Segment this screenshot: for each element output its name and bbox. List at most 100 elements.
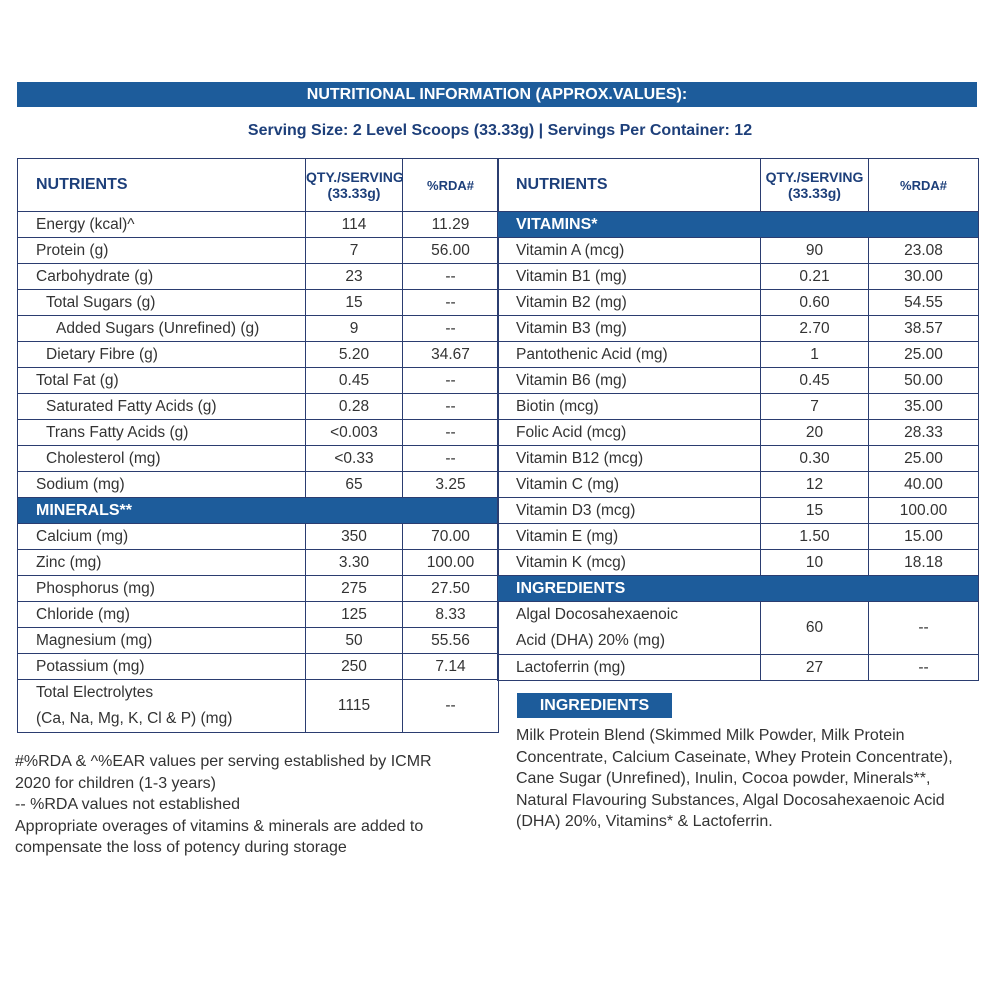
nutrient-rda: 56.00 [402,237,499,264]
nutrient-name: Vitamin B2 (mg) [497,289,761,316]
nutrient-name: Added Sugars (Unrefined) (g) [17,315,306,342]
table-row: Vitamin B6 (mg) 0.45 50.00 [497,367,979,394]
nutrient-qty: 114 [305,211,403,238]
nutrient-name: Potassium (mg) [17,653,306,680]
nutrient-rda: -- [402,679,499,733]
nutrient-name: Total Electrolytes (Ca, Na, Mg, K, Cl & P… [17,679,306,733]
table-row: Pantothenic Acid (mg) 1 25.00 [497,341,979,368]
nutrient-rda: -- [868,601,979,655]
table-row: Folic Acid (mcg) 20 28.33 [497,419,979,446]
nutrient-name: Vitamin B1 (mg) [497,263,761,290]
nutrient-name: Vitamin B6 (mg) [497,367,761,394]
nutrient-rda: -- [402,315,499,342]
nutrient-qty: 350 [305,523,403,550]
nutrient-rda: 34.67 [402,341,499,368]
nutrient-name: Saturated Fatty Acids (g) [17,393,306,420]
nutrient-name: Pantothenic Acid (mg) [497,341,761,368]
nutrient-qty: 2.70 [760,315,869,342]
nutrient-rda: 30.00 [868,263,979,290]
table-row: Vitamin B1 (mg) 0.21 30.00 [497,263,979,290]
table-row: Magnesium (mg) 50 55.56 [17,627,499,654]
nutrient-name: Vitamin A (mcg) [497,237,761,264]
nutrient-qty: 15 [760,497,869,524]
nutrient-name: Energy (kcal)^ [17,211,306,238]
footnote-line: -- %RDA values not established [15,796,240,813]
nutrient-qty: 0.60 [760,289,869,316]
nutrient-qty: 12 [760,471,869,498]
nutrient-rda: 70.00 [402,523,499,550]
header-qty: QTY./SERVING (33.33g) [305,158,404,212]
header-rda: %RDA# [402,158,499,212]
table-row: Vitamin A (mcg) 90 23.08 [497,237,979,264]
footnotes: #%RDA & ^%EAR values per serving establi… [15,751,505,859]
nutrient-qty: 7 [305,237,403,264]
header-rda: %RDA# [868,158,979,212]
nutrient-qty: 0.30 [760,445,869,472]
nutrient-name: Vitamin K (mcg) [497,549,761,576]
nutrient-name: Total Sugars (g) [17,289,306,316]
section-title: MINERALS** [17,497,499,524]
nutrient-qty: 20 [760,419,869,446]
table-row: Added Sugars (Unrefined) (g) 9 -- [17,315,499,342]
nutrient-name: Vitamin B3 (mg) [497,315,761,342]
nutrient-qty: 275 [305,575,403,602]
nutrient-name: Trans Fatty Acids (g) [17,419,306,446]
footnote-line: compensate the loss of potency during st… [15,839,347,856]
nutrient-qty: 0.28 [305,393,403,420]
nutrient-qty: 0.45 [305,367,403,394]
table-row: Dietary Fibre (g) 5.20 34.67 [17,341,499,368]
table-row: Calcium (mg) 350 70.00 [17,523,499,550]
nutrient-rda: 28.33 [868,419,979,446]
nutrient-rda: 100.00 [868,497,979,524]
table-row: Biotin (mcg) 7 35.00 [497,393,979,420]
nutrient-rda: 18.18 [868,549,979,576]
header-nutrients: NUTRIENTS [497,158,761,212]
nutrient-qty: 125 [305,601,403,628]
header-qty: QTY./SERVING (33.33g) [760,158,869,212]
table-row: Vitamin K (mcg) 10 18.18 [497,549,979,576]
nutrient-name: Calcium (mg) [17,523,306,550]
nutrient-name: Total Fat (g) [17,367,306,394]
nutrient-qty: 10 [760,549,869,576]
nutrient-rda: 55.56 [402,627,499,654]
nutrient-qty: 0.21 [760,263,869,290]
nutrient-rda: -- [868,654,979,681]
nutrient-rda: 25.00 [868,341,979,368]
title-bar: NUTRITIONAL INFORMATION (APPROX.VALUES): [17,82,977,107]
nutrient-name: Magnesium (mg) [17,627,306,654]
header-nutrients: NUTRIENTS [17,158,306,212]
footnote-line: 2020 for children (1-3 years) [15,774,216,792]
nutrient-rda: 15.00 [868,523,979,550]
table-row: Lactoferrin (mg) 27 -- [497,654,979,681]
nutrient-qty: 90 [760,237,869,264]
nutrient-qty: 27 [760,654,869,681]
table-row: Trans Fatty Acids (g) <0.003 -- [17,419,499,446]
nutrient-name: Folic Acid (mcg) [497,419,761,446]
nutrient-rda: -- [402,445,499,472]
nutrient-qty: 1 [760,341,869,368]
table-row: Vitamin C (mg) 12 40.00 [497,471,979,498]
nutrient-name: Biotin (mcg) [497,393,761,420]
nutrient-rda: 7.14 [402,653,499,680]
nutrient-qty: 50 [305,627,403,654]
nutrient-qty: 5.20 [305,341,403,368]
table-row: Potassium (mg) 250 7.14 [17,653,499,680]
table-row: Algal Docosahexaenoic Acid (DHA) 20% (mg)… [497,601,979,655]
nutrient-qty: <0.003 [305,419,403,446]
table-row: Zinc (mg) 3.30 100.00 [17,549,499,576]
nutrient-name: Vitamin D3 (mcg) [497,497,761,524]
nutrient-rda: 40.00 [868,471,979,498]
nutrient-qty: 23 [305,263,403,290]
nutrient-rda: 23.08 [868,237,979,264]
footnote-line: #%RDA & ^%EAR values per serving establi… [15,753,432,770]
serving-info: Serving Size: 2 Level Scoops (33.33g) | … [247,122,753,139]
nutrient-rda: 38.57 [868,315,979,342]
left-nutrient-table: NUTRIENTS QTY./SERVING (33.33g) %RDA# Ene… [17,158,499,733]
section-header: INGREDIENTS [497,575,979,602]
table-row: Carbohydrate (g) 23 -- [17,263,499,290]
nutrient-name: Vitamin E (mg) [497,523,761,550]
table-row: Total Sugars (g) 15 -- [17,289,499,316]
nutrient-name: Vitamin B12 (mcg) [497,445,761,472]
nutrient-rda: 11.29 [402,211,499,238]
table-row: Vitamin D3 (mcg) 15 100.00 [497,497,979,524]
